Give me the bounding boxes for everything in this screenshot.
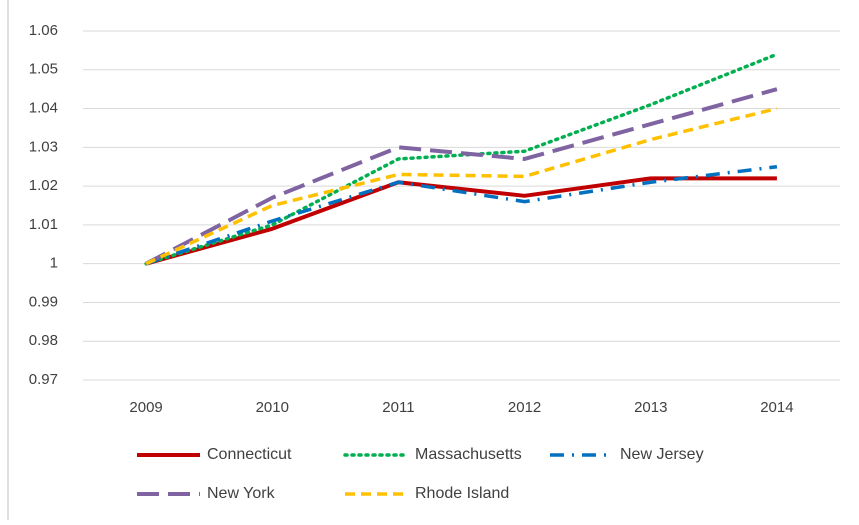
y-tick-label: 1.03 (29, 138, 58, 155)
y-tick-label: 1.06 (29, 22, 58, 39)
legend-label: Massachusetts (415, 446, 522, 463)
chart-frame (7, 0, 9, 525)
data-line (145, 87, 778, 266)
x-tick-label: 2009 (129, 399, 162, 416)
legend: Connecticut Massachusetts New Jersey New Yo… (137, 446, 704, 502)
x-tick-label: 2011 (382, 399, 414, 416)
x-tick-label: 2014 (760, 399, 793, 416)
data-line (145, 164, 778, 266)
x-tick-label: 2013 (634, 399, 667, 416)
legend-label: Rhode Island (415, 485, 509, 502)
y-tick-label: 1.01 (29, 216, 58, 233)
y-tick-label: 1.02 (29, 177, 58, 194)
data-line (145, 106, 778, 266)
legend-label: Connecticut (207, 446, 292, 463)
y-tick-label: 1.05 (29, 61, 58, 78)
y-tick-label: 0.97 (29, 371, 58, 388)
y-tick-label: 0.98 (29, 332, 58, 349)
legend-label: New York (207, 485, 276, 502)
y-tick-label: 0.99 (29, 293, 58, 310)
y-tick-label: 1.04 (29, 100, 58, 117)
data-line (145, 176, 777, 266)
legend-label: New Jersey (620, 446, 704, 463)
x-tick-label: 2010 (256, 399, 289, 416)
x-tick-label: 2012 (508, 399, 541, 416)
y-tick-label: 1 (50, 255, 58, 272)
